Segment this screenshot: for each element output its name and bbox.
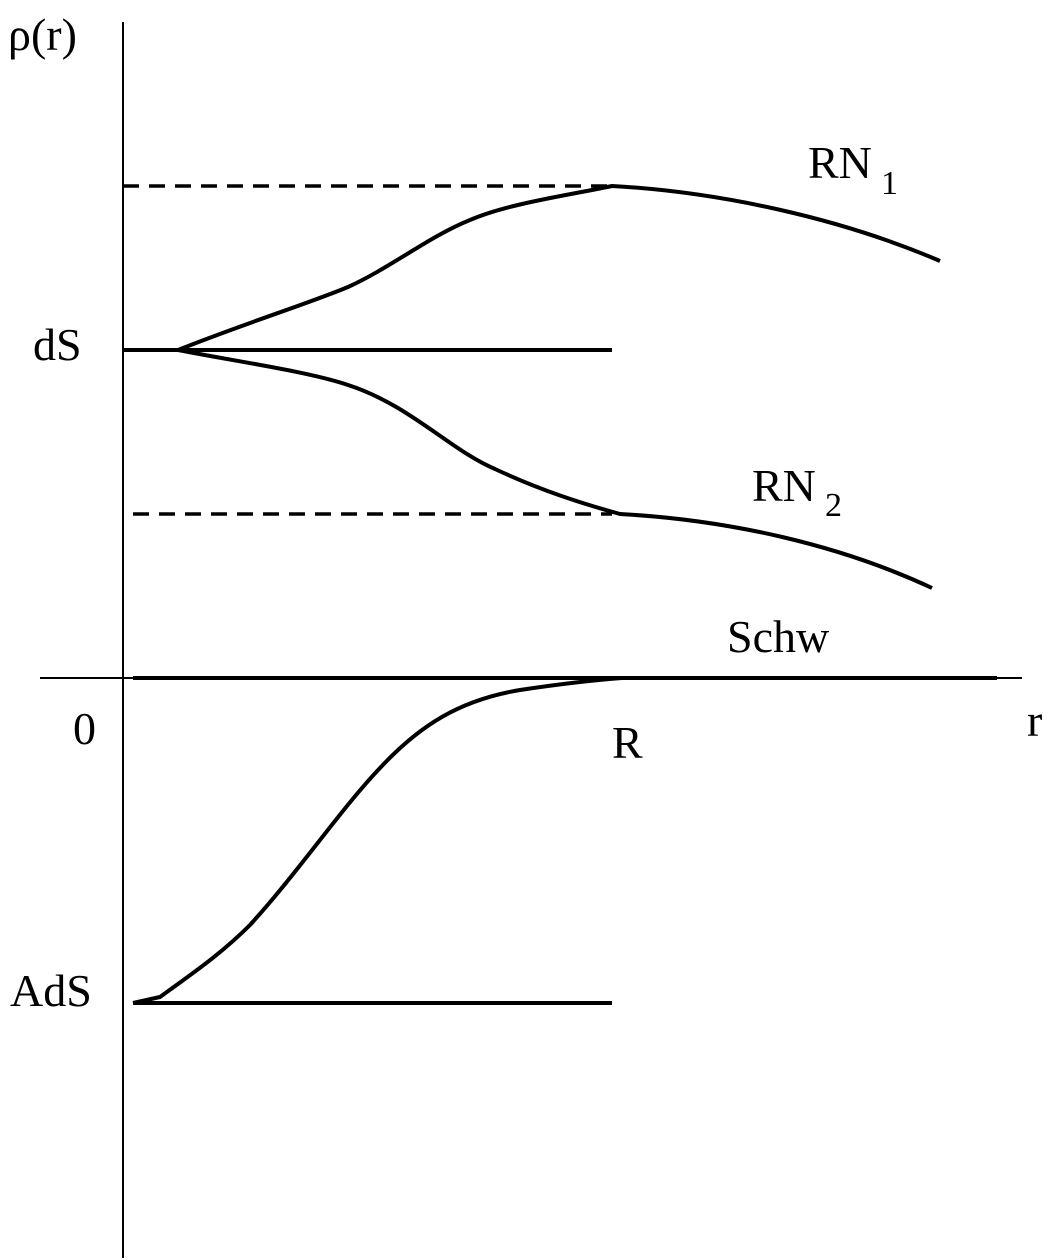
rn1-curve [165, 184, 941, 352]
y-axis-label: ρ(r) [8, 9, 77, 60]
rn1-label-subscript: 1 [881, 165, 898, 202]
rn2-curve [177, 348, 933, 590]
schw-curve-label: Schw [727, 611, 830, 662]
rn2-curve-label: RN 2 [752, 460, 842, 524]
ads-level-label: AdS [10, 965, 92, 1016]
rn1-curve-label: RN 1 [808, 137, 898, 202]
ads-curve [132, 676, 623, 1005]
ds-level-label: dS [33, 319, 82, 370]
origin-label: 0 [73, 703, 96, 754]
rn2-label-subscript: 2 [825, 487, 842, 524]
r-mark-label: R [612, 717, 643, 768]
x-axis-label: r [1027, 695, 1042, 746]
rn1-label-main: RN [808, 137, 872, 188]
rn2-label-main: RN [752, 460, 816, 511]
